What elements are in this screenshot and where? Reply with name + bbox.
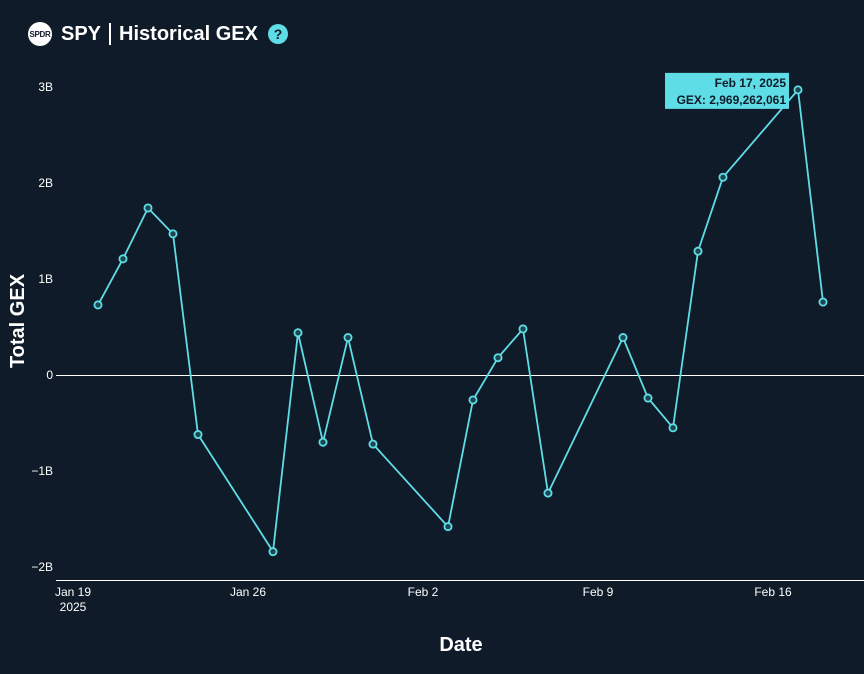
- data-point[interactable]: [168, 229, 178, 239]
- data-point[interactable]: [443, 522, 453, 532]
- y-tick-label: −1B: [31, 464, 53, 478]
- y-tick-label: −2B: [31, 560, 53, 574]
- x-tick-sublabel: 2025: [60, 600, 87, 614]
- y-tick-labels: 3B 2B 1B 0 −1B −2B: [31, 80, 53, 574]
- tooltip-date: Feb 17, 2025: [715, 76, 787, 90]
- x-tick-label: Jan 26: [230, 585, 266, 599]
- data-point[interactable]: [193, 430, 203, 440]
- x-axis-title: Date: [439, 634, 482, 656]
- chart-header: SPDR SPY Historical GEX ?: [28, 20, 288, 48]
- help-icon[interactable]: ?: [267, 24, 288, 44]
- y-tick-label: 1B: [38, 272, 53, 286]
- data-point[interactable]: [643, 393, 653, 403]
- data-point[interactable]: [118, 254, 128, 264]
- tooltip-box: [665, 72, 789, 109]
- title-divider: [109, 23, 112, 45]
- series-line: [97, 87, 824, 555]
- data-point[interactable]: [618, 333, 628, 343]
- tooltip-value: GEX: 2,969,262,061: [677, 93, 787, 107]
- data-point[interactable]: [318, 437, 328, 447]
- data-point[interactable]: [343, 333, 353, 343]
- data-point[interactable]: [718, 172, 728, 182]
- data-point[interactable]: [293, 328, 303, 338]
- y-tick-label: 2B: [38, 176, 53, 190]
- chart-title: Historical GEX: [119, 22, 258, 45]
- data-point[interactable]: [493, 353, 503, 363]
- x-tick-label: Feb 2: [408, 585, 439, 599]
- data-point[interactable]: [268, 547, 278, 557]
- y-tick-label: 0: [46, 368, 53, 382]
- x-tick-label: Feb 16: [754, 585, 792, 599]
- x-tick-label: Jan 19: [55, 585, 91, 599]
- ticker-label: SPY: [61, 22, 102, 45]
- data-point[interactable]: [668, 423, 678, 433]
- y-tick-label: 3B: [38, 80, 53, 94]
- spdr-logo-icon: SPDR: [28, 22, 52, 46]
- data-point[interactable]: [468, 395, 478, 405]
- x-tick-label: Feb 9: [583, 585, 614, 599]
- data-point[interactable]: [368, 439, 378, 449]
- data-point[interactable]: [818, 297, 828, 307]
- data-point[interactable]: [793, 85, 803, 95]
- data-point[interactable]: [518, 324, 528, 334]
- data-point[interactable]: [93, 300, 103, 310]
- data-point[interactable]: [143, 203, 153, 213]
- data-points[interactable]: [93, 85, 828, 557]
- y-axis-title: Total GEX: [7, 273, 29, 368]
- hover-tooltip: Feb 17, 2025 GEX: 2,969,262,061: [665, 72, 789, 109]
- data-point[interactable]: [543, 488, 553, 498]
- data-point[interactable]: [693, 246, 703, 256]
